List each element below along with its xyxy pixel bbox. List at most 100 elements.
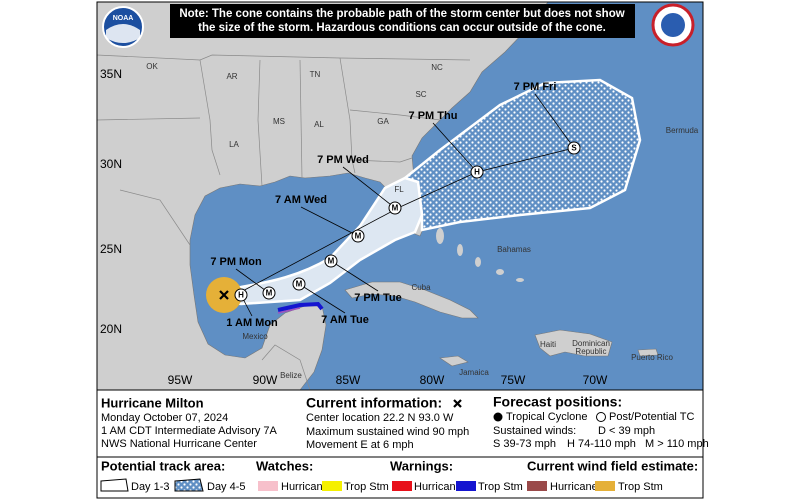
forecast-point — [388, 201, 402, 215]
storm-name: Hurricane Milton — [101, 395, 204, 410]
trop-storm-warning — [277, 301, 324, 312]
forecast-symbol: H — [238, 291, 244, 300]
forecast-point — [567, 141, 581, 155]
legend-day13-label: Day 1-3 — [131, 481, 170, 493]
land-hispaniola — [534, 329, 613, 357]
legend-watches-title: Watches: — [256, 458, 313, 473]
lon-label: 80W — [420, 373, 445, 387]
leader-line — [330, 260, 379, 292]
legend-label: Hurricane — [414, 481, 462, 493]
tropical-label: Tropical Cyclone — [506, 411, 588, 423]
lon-label: 90W — [253, 373, 278, 387]
forecast-time: 7 PM Wed — [317, 154, 369, 166]
note-box — [170, 4, 635, 38]
place-label: AL — [314, 120, 324, 129]
legend-label: Trop Stm — [478, 481, 523, 493]
place-label: FL — [394, 185, 404, 194]
current-line: Movement E at 6 mph — [306, 439, 414, 451]
note-line: the size of the storm. Hazardous conditi… — [198, 22, 606, 34]
legend-label: Hurricane — [550, 481, 598, 493]
forecast-symbol: M — [296, 280, 303, 289]
state-borders — [97, 54, 471, 390]
storm-date: Monday October 07, 2024 — [101, 412, 228, 424]
land-bahamas — [436, 228, 524, 282]
forecast-time: 7 PM Tue — [354, 292, 401, 304]
forecast-symbol: M — [328, 257, 335, 266]
forecast-point — [234, 288, 248, 302]
current-line: Center location 22.2 N 93.0 W — [306, 412, 454, 424]
place-label: Jamaica — [459, 368, 489, 377]
legend-ts-warning — [456, 481, 476, 491]
leader-line — [432, 122, 478, 173]
noaa-logo-wave — [106, 24, 140, 43]
forecast-point — [324, 254, 338, 268]
leader-line — [342, 166, 396, 209]
winds-title: Sustained winds: — [493, 425, 576, 437]
leader-line — [300, 206, 359, 237]
legend-ts-wind — [595, 481, 615, 491]
post-label: Post/Potential TC — [609, 411, 694, 423]
cone-day-4-5 — [402, 78, 642, 232]
lat-label: 25N — [100, 242, 122, 256]
leader-line — [298, 283, 346, 314]
post-symbol — [596, 412, 606, 422]
forecast-symbol: M — [266, 289, 273, 298]
current-symbol — [453, 399, 462, 408]
lon-label: 85W — [336, 373, 361, 387]
legend-day45-label: Day 4-5 — [207, 481, 246, 493]
land-jamaica — [439, 355, 469, 367]
legend-track-title: Potential track area: — [101, 458, 225, 473]
legend-day45 — [174, 478, 204, 492]
advisory: 1 AM CDT Intermediate Advisory 7A — [101, 425, 278, 437]
place-label: Republic — [575, 347, 606, 356]
wind-h: H 74-110 mph — [567, 438, 636, 450]
place-label: Dominican — [572, 339, 610, 348]
lon-label: 75W — [501, 373, 526, 387]
legend-hurricane-warning — [392, 481, 412, 491]
place-label: SC — [415, 90, 426, 99]
tropical-symbol — [493, 412, 503, 422]
track-line — [236, 147, 575, 295]
place-label: Mexico — [242, 332, 268, 341]
place-label: Puerto Rico — [631, 353, 673, 362]
place-label: Belize — [280, 371, 302, 380]
forecast-time: 7 PM Mon — [210, 256, 262, 268]
legend-ts-watch — [322, 481, 342, 491]
legend-day13 — [100, 478, 129, 492]
place-label: Haiti — [540, 340, 556, 349]
current-position — [219, 290, 229, 300]
lat-label: 35N — [100, 67, 122, 81]
place-label: TN — [310, 70, 321, 79]
place-label: LA — [229, 140, 239, 149]
land-puerto-rico — [637, 348, 659, 357]
wind-s: S 39-73 mph — [493, 438, 556, 450]
place-label: MS — [273, 117, 285, 126]
land-north-america — [97, 2, 549, 390]
forecast-title: Forecast positions: — [493, 394, 622, 410]
noaa-logo-text: NOAA — [113, 15, 134, 22]
forecast-symbol: M — [392, 204, 399, 213]
legend-hurricane-wind — [527, 481, 547, 491]
nws-logo-center — [661, 13, 685, 37]
legend-label: Hurricane — [281, 481, 329, 493]
forecast-time: 7 PM Fri — [514, 81, 557, 93]
legend-label: Trop Stm — [344, 481, 389, 493]
place-label: AR — [226, 72, 237, 81]
frame — [96, 1, 704, 499]
forecast-time: 7 PM Thu — [409, 110, 458, 122]
forecast-symbol: M — [355, 232, 362, 241]
axis-labels: 35N 30N 25N 20N 95W 90W 85W 80W 75W 70W — [100, 67, 608, 387]
current-line: Maximum sustained wind 90 mph — [306, 426, 469, 438]
wind-d: D < 39 mph — [598, 425, 655, 437]
lat-label: 20N — [100, 322, 122, 336]
forecast-symbol: S — [571, 144, 577, 153]
legend-wind-title: Current wind field estimate: — [527, 458, 698, 473]
place-label: GA — [377, 117, 389, 126]
leader-line — [235, 268, 270, 294]
forecast-point — [292, 277, 306, 291]
warning-edge — [277, 307, 301, 314]
place-label: Bahamas — [497, 245, 531, 254]
forecast-symbol: H — [474, 168, 480, 177]
